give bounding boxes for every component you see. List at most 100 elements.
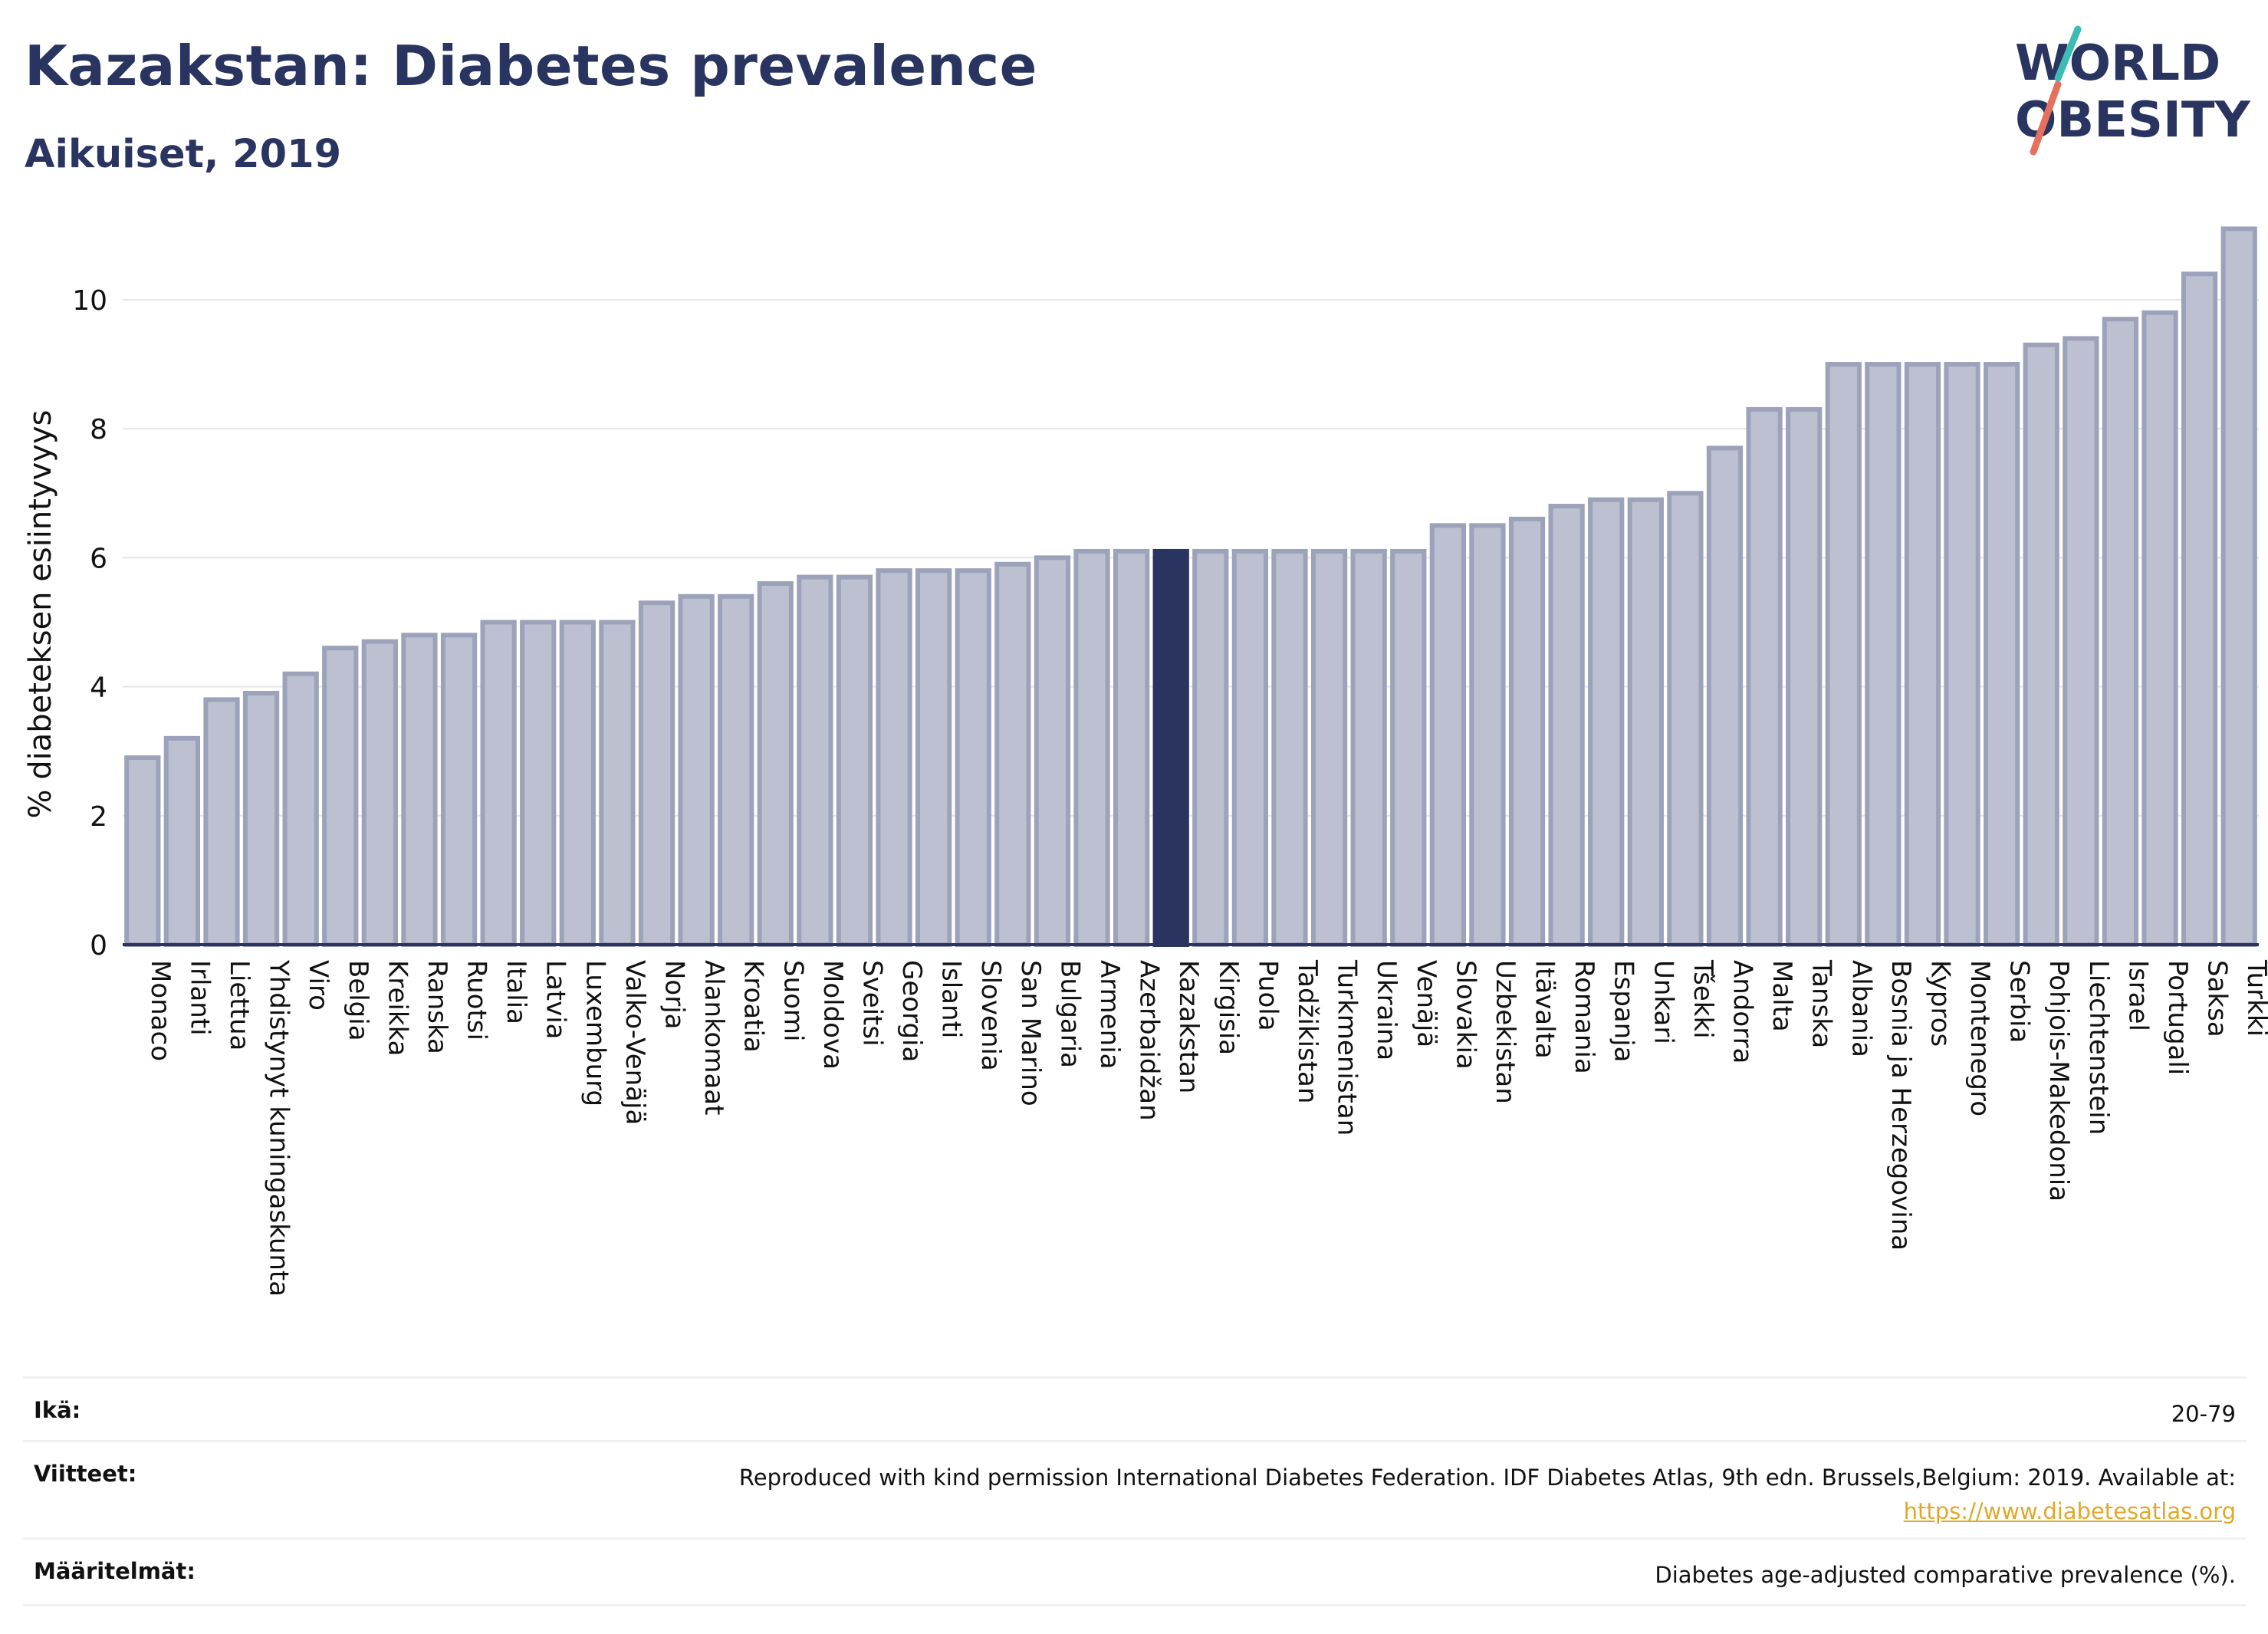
x-tick-label: Kreikka — [382, 960, 413, 1057]
bar — [2141, 310, 2178, 947]
bar — [2181, 271, 2218, 947]
bar — [480, 620, 517, 947]
bar — [797, 574, 833, 947]
bar — [757, 581, 794, 947]
logo-slash-coral — [2030, 81, 2062, 156]
bar — [2102, 317, 2139, 947]
x-tick-label: Kroatia — [738, 960, 769, 1053]
bar — [1429, 523, 1466, 947]
bar — [1390, 548, 1427, 947]
bar — [1271, 548, 1308, 947]
bar — [2220, 226, 2257, 947]
bar — [242, 690, 280, 947]
bar — [638, 600, 675, 947]
bar — [1667, 491, 1704, 947]
bar — [678, 593, 715, 947]
x-tick-label: Moldova — [817, 960, 848, 1070]
bar — [994, 561, 1031, 948]
bar — [1746, 406, 1783, 947]
x-tick-label: Malta — [1767, 960, 1797, 1032]
x-tick-label: Alankomaat — [698, 960, 729, 1116]
x-tick-label: Andorra — [1727, 960, 1758, 1064]
bar — [1706, 445, 1744, 947]
bar — [1508, 516, 1546, 947]
x-tick-label: Bulgaria — [1054, 960, 1085, 1068]
x-tick-label: Serbia — [2004, 960, 2035, 1043]
x-tick-label: Montenegro — [1964, 960, 1995, 1116]
x-tick-label: Yhdistynyt kuningaskunta — [264, 959, 294, 1297]
x-tick-label: Uzbekistan — [1490, 960, 1520, 1104]
bar — [163, 735, 201, 947]
x-tick-label: Sveitsi — [856, 960, 887, 1047]
x-tick-label: Espanja — [1609, 960, 1639, 1062]
x-tick-label: Turkmenistan — [1332, 959, 1362, 1136]
x-tick-label: Irlanti — [184, 960, 215, 1036]
bar — [1984, 362, 2020, 947]
x-tick-label: Ukraina — [1371, 960, 1402, 1060]
bar — [1588, 497, 1625, 947]
bar — [282, 671, 319, 947]
bar-highlighted — [1152, 548, 1189, 947]
x-tick-label: Saksa — [2202, 960, 2233, 1037]
bar — [322, 646, 359, 947]
y-tick-label: 8 — [90, 414, 107, 445]
bar — [955, 568, 991, 948]
x-tick-label: Slovakia — [1450, 960, 1481, 1070]
bar — [1904, 362, 1941, 947]
y-tick-label: 0 — [90, 930, 107, 962]
y-tick-label: 4 — [90, 672, 107, 704]
x-tick-label: Slovenia — [975, 960, 1006, 1071]
x-tick-label: Tadžikistan — [1292, 959, 1323, 1103]
metadata-table: Ikä: 20-79 Viitteet: Reproduced with kin… — [23, 1376, 2247, 1606]
bar — [520, 620, 557, 947]
meta-row-definitions: Määritelmät: Diabetes age-adjusted compa… — [23, 1537, 2247, 1606]
x-tick-label: Viro — [303, 960, 334, 1011]
bar — [440, 633, 478, 947]
bars — [124, 226, 2257, 948]
bar — [1231, 548, 1269, 947]
bar — [1350, 548, 1387, 947]
bar-chart: 0 2 4 6 8 10 Monaco Irlanti Liettua Yhdistynyt k… — [23, 226, 2268, 1297]
x-tick-label: Luxemburg — [580, 960, 610, 1106]
bar — [1469, 523, 1506, 947]
x-tick-label: Monaco — [145, 960, 176, 1061]
x-tick-label: Kirgisia — [1213, 960, 1244, 1055]
grid-lines — [123, 298, 2259, 817]
x-tick-label: Portugali — [2162, 960, 2193, 1075]
definitions-value: Diabetes age-adjusted comparative preval… — [1655, 1562, 2236, 1588]
x-tick-label: Albania — [1846, 960, 1876, 1057]
bar — [1786, 406, 1823, 947]
bar — [915, 568, 952, 948]
x-tick-label: Italia — [501, 960, 531, 1024]
x-tick-label: Pohjois-Makedonia — [2043, 960, 2074, 1202]
bar — [1310, 548, 1348, 947]
x-tick-label: Tanska — [1806, 959, 1837, 1048]
bar — [1192, 548, 1229, 947]
x-tick-label: Kypros — [1925, 960, 1955, 1047]
logo-word-world: WORLD — [2015, 35, 2220, 92]
x-tick-label: Norja — [659, 960, 690, 1030]
age-value: 20-79 — [2171, 1401, 2236, 1427]
x-tick-label: Kazakstan — [1173, 960, 1204, 1093]
bar — [1627, 497, 1664, 947]
bar — [1825, 362, 1862, 947]
bar — [1073, 548, 1110, 947]
x-tick-label: Itävalta — [1530, 960, 1560, 1059]
bar — [876, 568, 912, 948]
chart-subtitle: Aikuiset, 2019 — [25, 132, 342, 177]
bar — [559, 620, 596, 947]
bar — [203, 697, 240, 948]
meta-row-age: Ikä: 20-79 — [23, 1376, 2247, 1440]
bar — [718, 593, 754, 947]
world-obesity-logo-mark: WORLD OBESITY — [2015, 25, 2250, 156]
bar — [836, 574, 873, 947]
references-link[interactable]: https://www.diabetesatlas.org — [1903, 1498, 2236, 1524]
x-tick-label: Belgia — [343, 960, 373, 1041]
x-tick-label: Azerbaidžan — [1134, 960, 1165, 1121]
bar — [2063, 336, 2099, 947]
x-tick-label: Liettua — [224, 960, 255, 1050]
references-label: Viitteet: — [34, 1461, 137, 1487]
definitions-label: Määritelmät: — [34, 1558, 196, 1584]
bar — [599, 620, 636, 947]
x-tick-label: Islanti — [936, 960, 967, 1038]
